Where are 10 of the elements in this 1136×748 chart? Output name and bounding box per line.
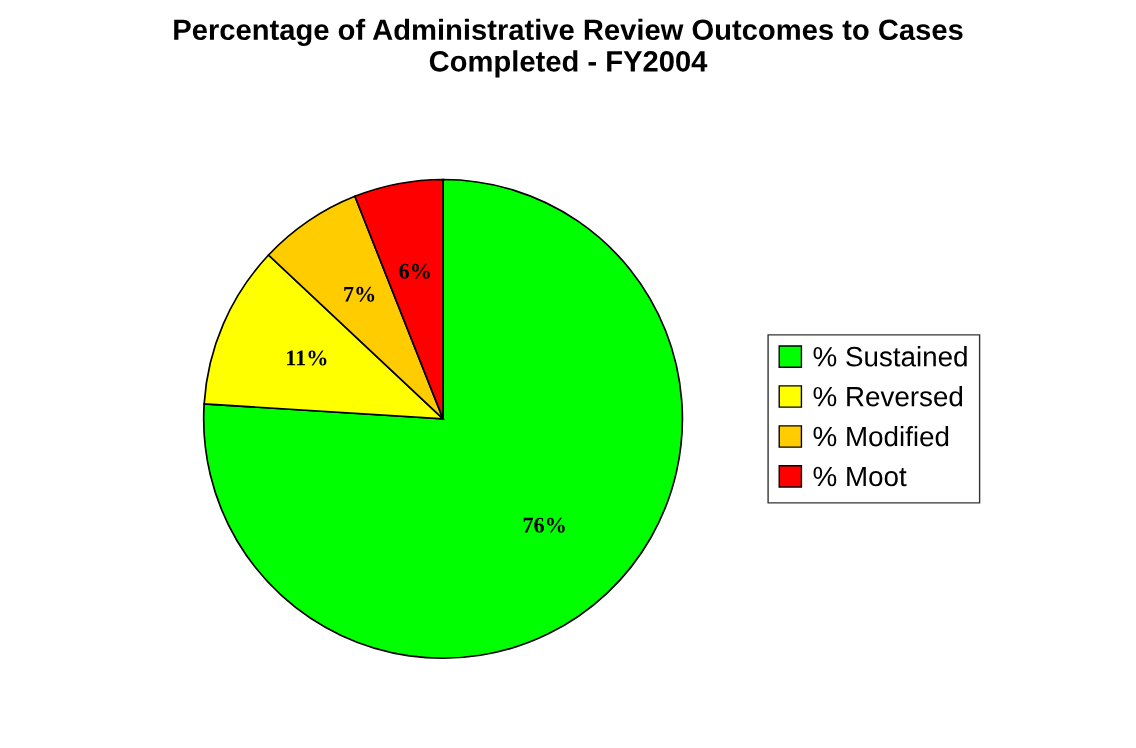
pie-slice bbox=[202, 178, 684, 660]
data-label: 11% bbox=[287, 350, 327, 366]
legend-label: % Modified bbox=[813, 425, 949, 447]
legend-label: % Sustained bbox=[813, 346, 967, 367]
chart-title: Percentage of Administrative Review Outcomes to Cases Completed - FY2004 bbox=[174, 18, 963, 78]
data-label: 76% bbox=[523, 517, 565, 533]
legend-label: % Reversed bbox=[813, 386, 963, 407]
legend-label: % Moot bbox=[813, 466, 907, 487]
data-label: 7% bbox=[344, 286, 375, 302]
data-label: 6% bbox=[399, 263, 430, 279]
